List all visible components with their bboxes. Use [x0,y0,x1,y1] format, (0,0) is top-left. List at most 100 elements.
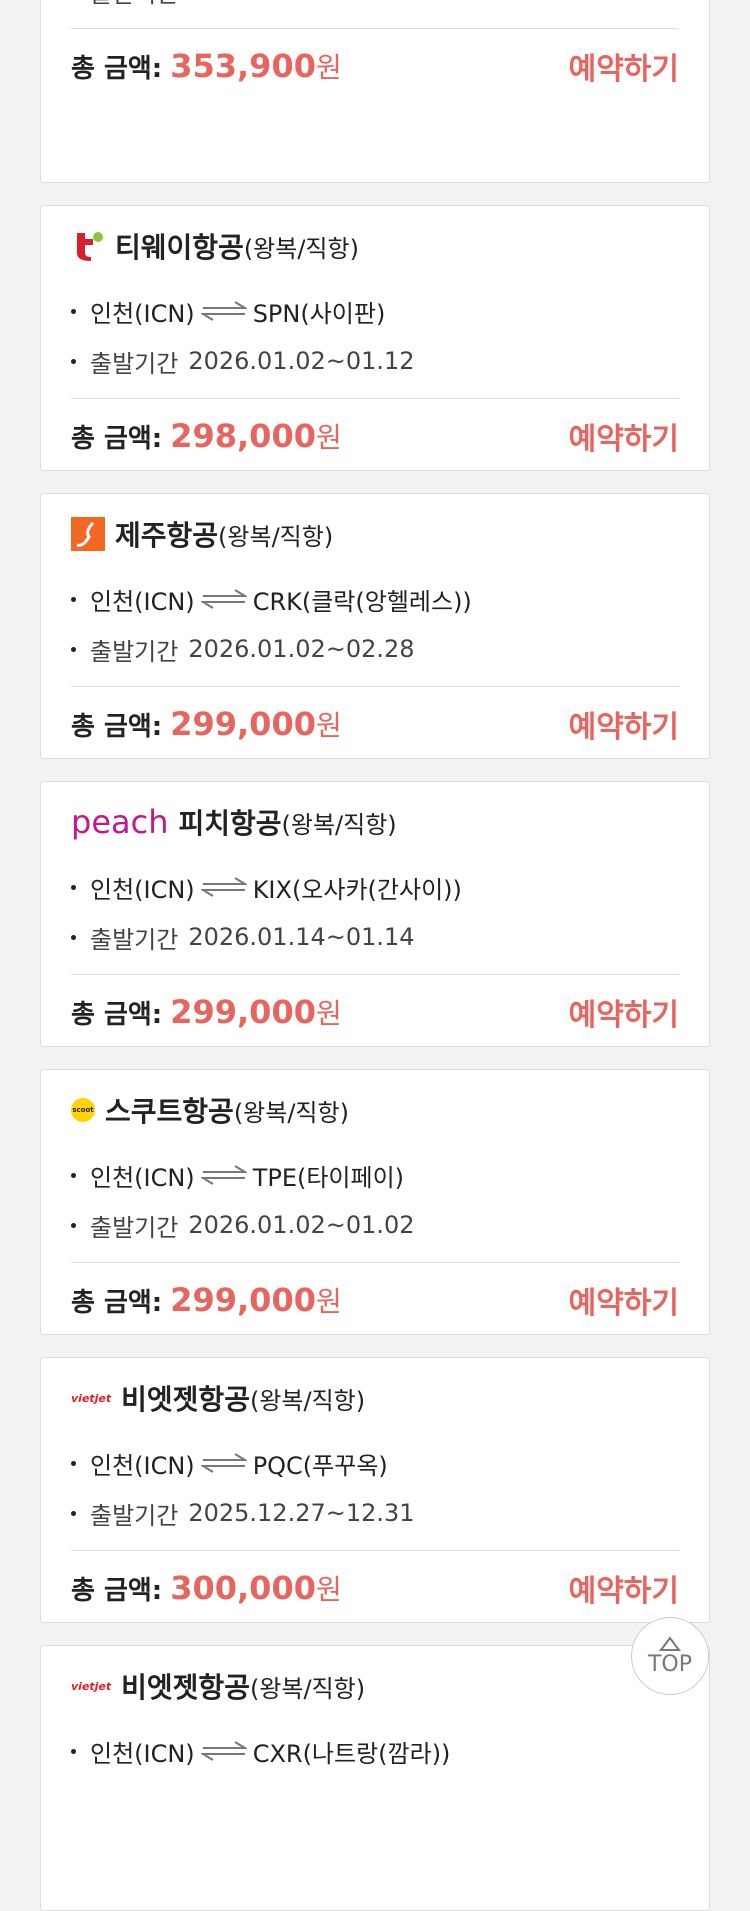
round-trip-icon [200,1165,247,1185]
divider [71,974,679,975]
period-label: 출발기간 [90,637,179,666]
airline-logo: scoot [71,1098,95,1122]
airline-name: 제주항공 [115,519,219,552]
route: 인천(ICN) SPN(사이판) [71,294,385,328]
bullet [71,884,76,890]
unit: 원 [315,997,342,1030]
route: 인천(ICN) TPE(타이페이) [71,1158,404,1192]
dates: 2026.01.02~01.12 [188,347,415,375]
destination: SPN(사이판) [252,299,386,328]
bullet [71,308,76,314]
book-button[interactable]: 예약하기 [568,1286,679,1321]
tway-logo [77,232,103,261]
route: 인천(ICN) CXR(나트랑(깜라)) [71,1734,450,1768]
price-row: 총 금액: 353,900 원 예약하기 [71,44,679,88]
origin: 인천(ICN) [90,875,195,904]
dates: 2025.12.27~12.31 [188,1499,415,1527]
price-row: 총 금액: 300,000 원 예약하기 [71,1566,679,1610]
trip-type: (왕복/직항) [249,1674,366,1703]
round-trip-icon [200,1741,247,1761]
round-trip-icon [200,301,247,321]
route: 인천(ICN) PQC(푸꾸옥) [71,1446,388,1480]
total-label: 총 금액: [71,1575,163,1606]
airline-name: 티웨이항공 [115,231,244,264]
deal-card: peach 피치항공 (왕복/직항) 인천(ICN) KIX(오사카(간사이)) 출발기간… [40,781,710,1047]
price: 353,900 [170,47,316,85]
total-label: 총 금액: [71,53,163,84]
airline-logo-text: peach [71,803,169,841]
deal-card: scoot 스쿠트항공 (왕복/직항) 인천(ICN) TPE(타이페이) 출발기간 202… [40,1069,710,1335]
trip-type: (왕복/직항) [218,522,334,551]
dates: 2026.01.14~01.14 [188,923,415,951]
price-row: 총 금액: 299,000 원 예약하기 [71,990,679,1034]
divider [71,28,679,29]
period: 출발기간 2025.12.26~12.26 [71,0,415,8]
trip-type: (왕복/직항) [233,1098,349,1127]
period-label: 출발기간 [90,0,178,9]
bullet [71,1172,76,1178]
price: 299,000 [170,993,316,1031]
period-label: 출발기간 [90,1213,179,1242]
deal-card: 제주항공 (왕복/직항) 인천(ICN) CRK(클락(앙헬레스)) 출발기간 2026.… [40,493,710,759]
total-label: 총 금액: [71,999,163,1030]
period-label: 출발기간 [90,1501,179,1530]
period: 출발기간 2026.01.02~01.02 [71,1208,415,1242]
airline-logo [71,229,105,263]
price-row: 총 금액: 298,000 원 예약하기 [71,414,679,458]
bullet [71,1222,76,1228]
deal-card: vietjet 비엣젯항공 (왕복/직항) 인천(ICN) PQC(푸꾸옥) 출발기간 20… [40,1357,710,1623]
destination: CXR(나트랑(깜라)) [252,1739,451,1768]
divider [71,686,679,687]
trip-type: (왕복/직항) [249,1386,366,1415]
airline-logo-text: vietjet [71,1391,112,1405]
book-button[interactable]: 예약하기 [568,1574,679,1609]
book-button[interactable]: 예약하기 [568,52,679,87]
period: 출발기간 2025.12.27~12.31 [71,1496,415,1530]
jeju-logo [71,517,105,551]
unit: 원 [315,709,342,742]
airline-name: 비엣젯항공 [121,1383,250,1416]
bullet [71,358,76,364]
bullet [71,1460,76,1466]
period: 출발기간 2026.01.14~01.14 [71,920,415,954]
book-button[interactable]: 예약하기 [568,710,679,745]
destination: CRK(클락(앙헬레스)) [252,587,472,616]
airline-title: scoot 스쿠트항공 (왕복/직항) [71,1090,349,1130]
destination: PQC(푸꾸옥) [252,1451,388,1480]
price: 299,000 [170,1281,316,1319]
origin: 인천(ICN) [90,1451,195,1480]
airline-title: peach 피치항공 (왕복/직항) [71,802,397,842]
airline-name: 비엣젯항공 [121,1671,250,1704]
divider [71,1262,679,1263]
origin: 인천(ICN) [90,587,195,616]
airline-logo-text: scoot [71,1098,95,1122]
period: 출발기간 2026.01.02~01.12 [71,344,415,378]
deal-card: vietjet 비엣젯항공 (왕복/직항) 인천(ICN) CXR(나트랑(깜라)) [40,1645,710,1911]
airline-logo: peach [71,803,168,841]
bullet [71,1748,76,1754]
total-label: 총 금액: [71,423,163,454]
total-label: 총 금액: [71,1287,163,1318]
trip-type: (왕복/직항) [243,234,359,263]
total-label: 총 금액: [71,711,163,742]
dates: 2025.12.26~12.26 [188,0,414,5]
airline-title: vietjet 비엣젯항공 (왕복/직항) [71,1666,365,1706]
origin: 인천(ICN) [90,1163,195,1192]
book-button[interactable]: 예약하기 [568,422,679,457]
unit: 원 [315,1285,342,1318]
top-icon [659,1635,681,1651]
dates: 2026.01.02~02.28 [188,635,415,663]
origin: 인천(ICN) [90,1739,195,1768]
round-trip-icon [200,589,247,609]
bullet [71,596,76,602]
airline-logo: vietjet [71,1680,111,1693]
airline-title: 티웨이항공 (왕복/직항) [71,226,359,266]
airline-name: 스쿠트항공 [105,1095,234,1128]
top-button[interactable]: TOP [631,1617,709,1695]
book-button[interactable]: 예약하기 [568,998,679,1033]
price-row: 총 금액: 299,000 원 예약하기 [71,1278,679,1322]
airline-logo: vietjet [71,1392,111,1405]
round-trip-icon [200,877,247,897]
